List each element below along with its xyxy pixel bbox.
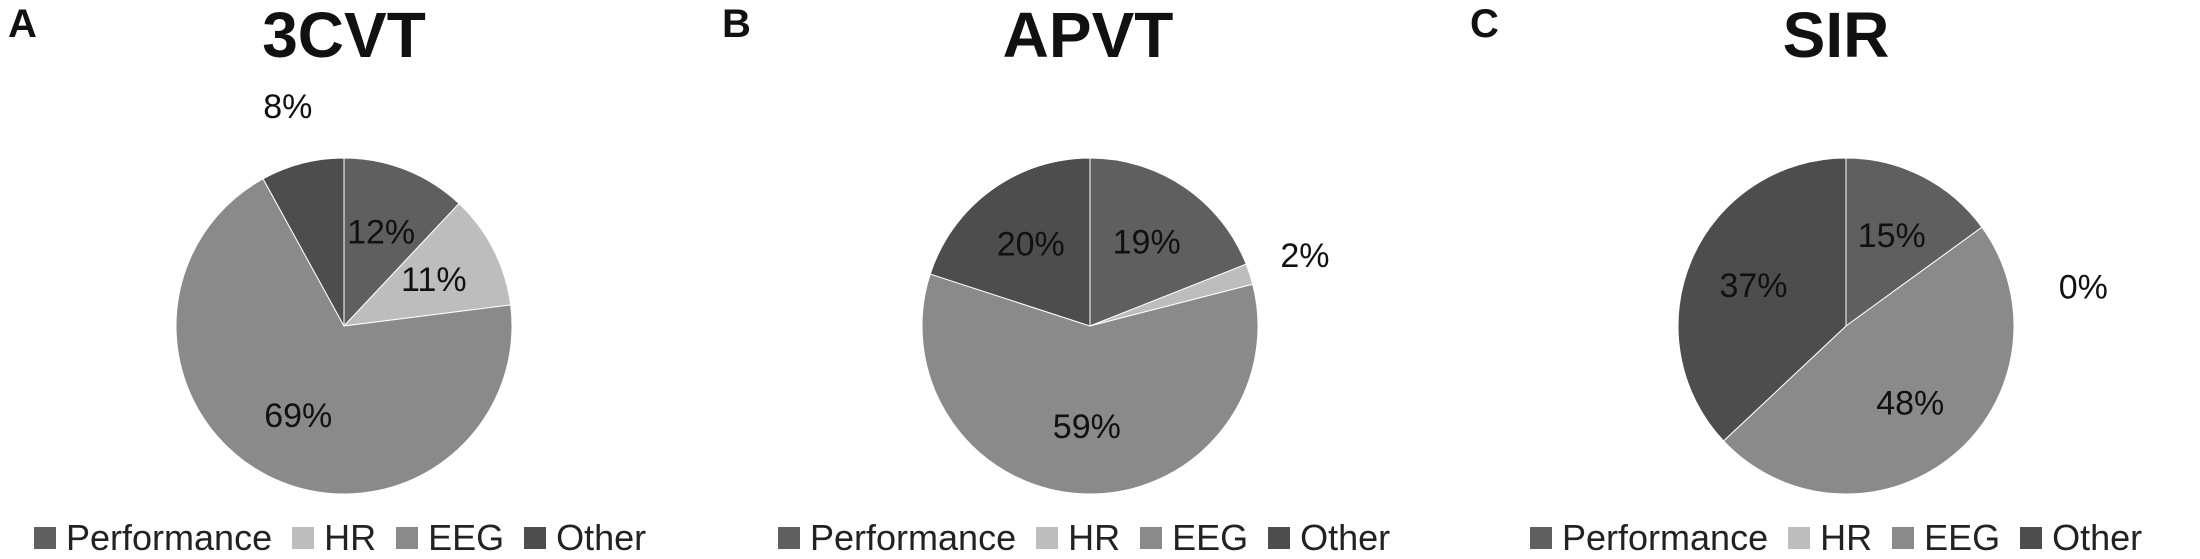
legend-label: Performance <box>810 517 1017 558</box>
slice-c-other <box>1677 157 1847 442</box>
legend-c: Performance HR EEG Other <box>1530 517 2142 559</box>
legend-item-a-hr: HR <box>292 517 376 559</box>
legend-swatch <box>292 527 315 549</box>
legend-swatch <box>1530 527 1552 549</box>
legend-label: EEG <box>1172 517 1249 558</box>
legend-item-c-performance: Performance <box>1530 517 1768 559</box>
legend-swatch <box>1140 527 1163 549</box>
slice-b-other <box>929 157 1091 327</box>
data-label-b-performance: 19% <box>1113 224 1181 262</box>
slice-a-performance <box>343 157 460 328</box>
data-label-a-eeg: 69% <box>264 397 332 435</box>
legend-swatch <box>1268 527 1291 549</box>
legend-label: Other <box>556 517 647 558</box>
legend-swatch <box>778 527 800 549</box>
slice-a-eeg <box>175 178 513 495</box>
data-label-c-hr: 0% <box>2059 268 2108 306</box>
panel-letter-c: C <box>1470 2 1499 46</box>
data-label-c-performance: 15% <box>1858 217 1926 255</box>
legend-label: Other <box>1300 517 1391 558</box>
panel-letter-b: B <box>722 2 751 46</box>
legend-swatch <box>34 527 56 549</box>
legend-item-a-performance: Performance <box>34 517 272 559</box>
legend-label: HR <box>1068 517 1121 558</box>
legend-item-b-other: Other <box>1268 517 1390 559</box>
legend-swatch <box>1036 527 1059 549</box>
data-label-a-hr: 11% <box>401 261 467 299</box>
legend-item-c-eeg: EEG <box>1892 517 2000 559</box>
data-label-b-hr: 2% <box>1280 237 1329 275</box>
legend-swatch <box>396 527 419 549</box>
legend-b: Performance HR EEG Other <box>778 517 1390 559</box>
slice-a-hr <box>342 202 512 327</box>
legend-item-a-eeg: EEG <box>396 517 504 559</box>
legend-item-b-eeg: EEG <box>1140 517 1248 559</box>
legend-a: Performance HR EEG Other <box>34 517 646 559</box>
legend-item-a-other: Other <box>524 517 646 559</box>
slice-a-other <box>262 157 345 327</box>
legend-swatch <box>1892 527 1915 549</box>
slice-c-performance <box>1845 157 1983 327</box>
slice-b-performance <box>1089 157 1247 327</box>
legend-item-c-other: Other <box>2020 517 2142 559</box>
data-label-a-other: 8% <box>263 88 312 126</box>
legend-label: HR <box>1820 517 1873 558</box>
slice-c-eeg <box>1722 226 2015 495</box>
slice-b-eeg <box>921 273 1259 495</box>
chart-title-b: APVT <box>1002 0 1174 71</box>
legend-label: EEG <box>428 517 505 558</box>
data-label-a-performance: 12% <box>347 213 415 251</box>
chart-title-c: SIR <box>1782 0 1890 71</box>
legend-label: HR <box>324 517 377 558</box>
legend-label: Other <box>2052 517 2143 558</box>
legend-item-b-performance: Performance <box>778 517 1016 559</box>
data-label-b-other: 20% <box>997 225 1065 263</box>
legend-swatch <box>1788 527 1811 549</box>
legend-item-c-hr: HR <box>1788 517 1872 559</box>
legend-item-b-hr: HR <box>1036 517 1120 559</box>
legend-swatch <box>2020 527 2043 549</box>
panel-letter-a: A <box>8 2 37 46</box>
chart-title-a: 3CVT <box>262 0 426 71</box>
legend-swatch <box>524 527 547 549</box>
legend-label: EEG <box>1924 517 2001 558</box>
data-label-c-other: 37% <box>1719 267 1787 305</box>
legend-label: Performance <box>66 517 273 558</box>
data-label-b-eeg: 59% <box>1053 408 1121 446</box>
data-label-c-eeg: 48% <box>1876 385 1944 423</box>
legend-label: Performance <box>1562 517 1769 558</box>
